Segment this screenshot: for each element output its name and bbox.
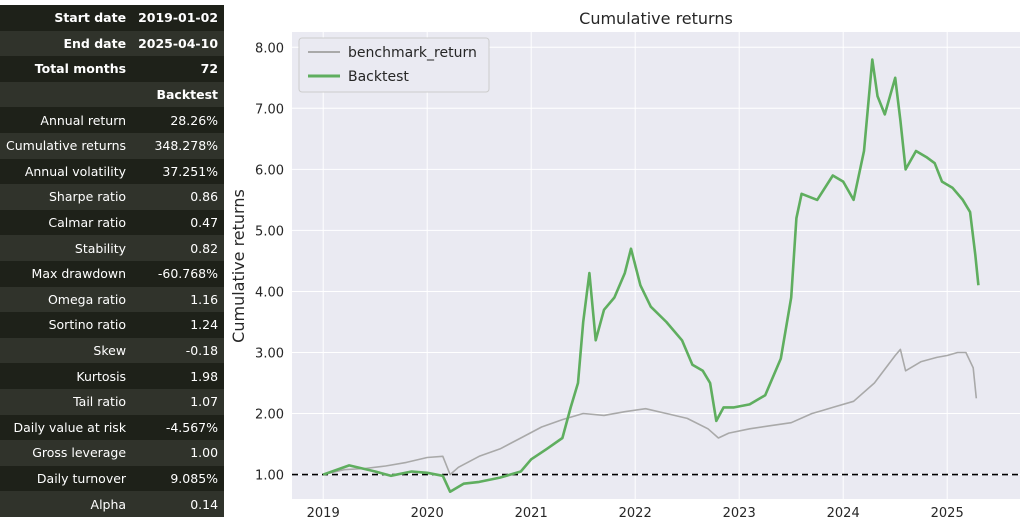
legend-label-backtest: Backtest <box>348 69 409 85</box>
y-tick-label: 2.00 <box>255 408 284 423</box>
y-tick-label: 5.00 <box>255 224 284 239</box>
stat-value: 348.278% <box>132 132 225 159</box>
stat-label: Total months <box>0 56 133 82</box>
stats-row: Backtest <box>0 81 225 108</box>
stat-label: Calmar ratio <box>0 209 133 236</box>
stats-row: Sortino ratio 1.24 <box>0 312 225 338</box>
stat-value: 1.07 <box>132 388 225 415</box>
y-tick-label: 7.00 <box>255 102 284 117</box>
legend-box <box>298 37 490 93</box>
stat-label: Annual volatility <box>0 158 133 185</box>
stat-value: 0.86 <box>132 184 225 210</box>
stats-row: Gross leverage 1.00 <box>0 440 225 466</box>
backtest-line <box>322 58 980 494</box>
stats-row: Cumulative returns 348.278% <box>0 132 225 159</box>
stat-value: 0.14 <box>132 491 225 517</box>
legend-label-benchmark: benchmark_return <box>348 45 477 61</box>
plot-area <box>292 32 1020 499</box>
stats-row: Annual return 28.26% <box>0 107 225 133</box>
stat-label <box>0 81 133 108</box>
stat-value: 9.085% <box>132 465 225 492</box>
stat-label: Gross leverage <box>0 440 133 466</box>
y-tick-label: 4.00 <box>255 285 284 300</box>
stat-label: Daily turnover <box>0 465 133 492</box>
stat-label: Omega ratio <box>0 286 133 313</box>
stat-label: Skew <box>0 337 133 364</box>
x-tick-label: 2025 <box>931 506 964 521</box>
stat-label: Annual return <box>0 107 133 133</box>
stat-label: Kurtosis <box>0 363 133 389</box>
stat-value: 1.24 <box>132 312 225 338</box>
stat-label: Stability <box>0 235 133 261</box>
stat-label: Cumulative returns <box>0 132 133 159</box>
stats-row: Sharpe ratio 0.86 <box>0 184 225 210</box>
x-axis-ticks: 2019 2020 2021 2022 2023 2024 2025 <box>307 506 964 521</box>
x-tick-label: 2022 <box>619 506 652 521</box>
y-axis-label: Cumulative returns <box>229 189 248 343</box>
stats-row: End date 2025-04-10 <box>0 30 225 57</box>
cumulative-returns-chart: 2019 2020 2021 2022 2023 2024 2025 1.00 2.00 3.0… <box>229 9 1020 521</box>
stat-value: Backtest <box>132 81 225 108</box>
stat-value: 72 <box>132 56 225 82</box>
stats-row: Kurtosis 1.98 <box>0 363 225 389</box>
x-tick-label: 2019 <box>307 506 340 521</box>
chart-title: Cumulative returns <box>579 9 733 28</box>
x-tick-label: 2020 <box>411 506 444 521</box>
stat-value: 1.00 <box>132 440 225 466</box>
stat-value: -60.768% <box>132 260 225 287</box>
stat-value: 1.98 <box>132 363 225 389</box>
stats-row: Skew -0.18 <box>0 337 225 364</box>
stats-row: Stability 0.82 <box>0 235 225 261</box>
stat-label: Tail ratio <box>0 388 133 415</box>
stat-label: Sharpe ratio <box>0 184 133 210</box>
stat-value: 28.26% <box>132 107 225 133</box>
series-layer <box>322 58 980 494</box>
stat-value: 0.82 <box>132 235 225 261</box>
stats-row: Annual volatility 37.251% <box>0 158 225 185</box>
stats-row: Max drawdown -60.768% <box>0 260 225 287</box>
y-tick-label: 1.00 <box>255 469 284 484</box>
stats-row: Total months 72 <box>0 56 225 82</box>
stats-row: Tail ratio 1.07 <box>0 388 225 415</box>
stat-value: 37.251% <box>132 158 225 185</box>
y-tick-label: 8.00 <box>255 41 284 56</box>
stat-value: 2025-04-10 <box>132 30 225 57</box>
stats-row: Start date 2019-01-02 <box>0 5 225 31</box>
y-axis-ticks: 1.00 2.00 3.00 4.00 5.00 6.00 7.00 8.00 <box>255 41 284 483</box>
y-tick-label: 3.00 <box>255 346 284 361</box>
stat-value: 1.16 <box>132 286 225 313</box>
x-tick-label: 2024 <box>827 506 860 521</box>
x-tick-label: 2023 <box>723 506 756 521</box>
stat-value: 2019-01-02 <box>132 5 225 31</box>
stat-label: Alpha <box>0 491 133 517</box>
stats-row: Alpha 0.14 <box>0 491 225 517</box>
stat-label: Daily value at risk <box>0 414 133 441</box>
stat-label: Start date <box>0 5 133 31</box>
x-tick-label: 2021 <box>515 506 548 521</box>
stats-row: Daily turnover 9.085% <box>0 465 225 492</box>
stats-table: Start date 2019-01-02 End date 2025-04-10 To… <box>0 5 225 517</box>
legend: benchmark_return Backtest <box>298 37 490 93</box>
benchmark-return-line <box>323 348 978 476</box>
stat-label: Sortino ratio <box>0 312 133 338</box>
stats-row: Calmar ratio 0.47 <box>0 209 225 236</box>
y-tick-label: 6.00 <box>255 163 284 178</box>
stat-value: 0.47 <box>132 209 225 236</box>
stats-row: Omega ratio 1.16 <box>0 286 225 313</box>
stat-value: -4.567% <box>132 414 225 441</box>
stat-label: Max drawdown <box>0 260 133 287</box>
stat-label: End date <box>0 30 133 57</box>
stats-row: Daily value at risk -4.567% <box>0 414 225 441</box>
stat-value: -0.18 <box>132 337 225 364</box>
